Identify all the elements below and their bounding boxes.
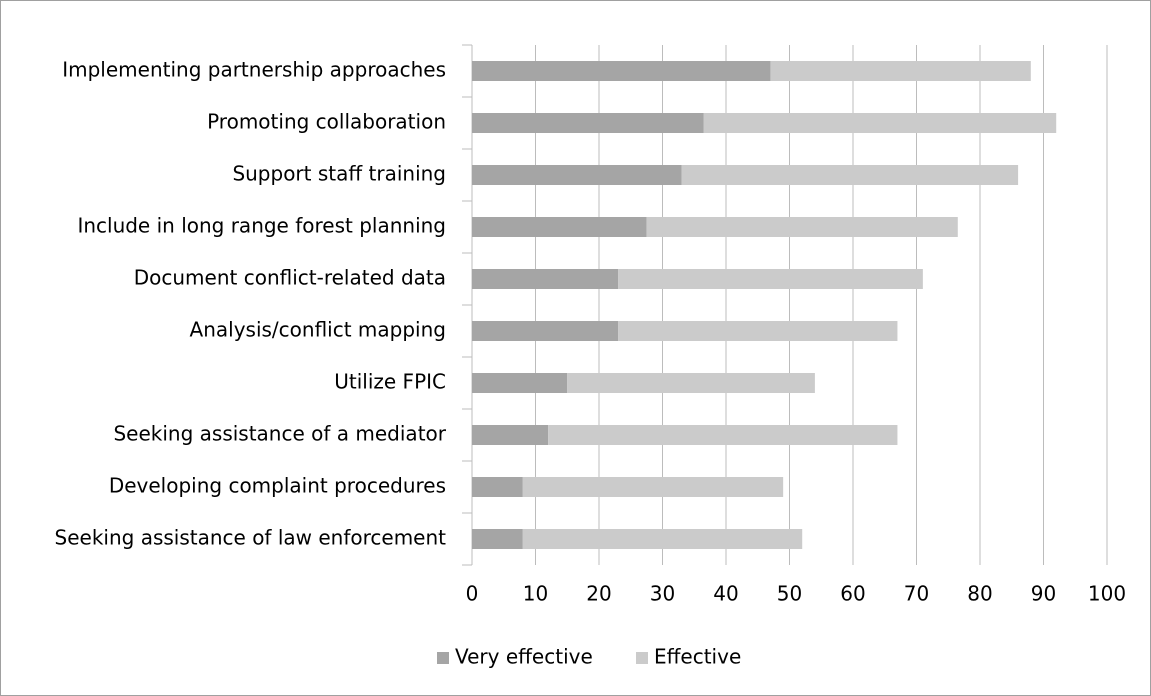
y-tick-label: Support staff training [232, 162, 446, 186]
x-tick-label: 40 [713, 582, 738, 606]
x-tick-label: 30 [650, 582, 675, 606]
bar [472, 269, 619, 289]
x-tick-label: 20 [586, 582, 611, 606]
bar [522, 529, 803, 549]
bar [472, 113, 704, 133]
x-tick-label: 80 [967, 582, 992, 606]
y-tick-label: Utilize FPIC [334, 370, 446, 394]
bar [703, 113, 1057, 133]
bar [618, 269, 923, 289]
y-tick-label: Promoting collaboration [207, 110, 446, 134]
bar [681, 165, 1019, 185]
x-tick-label: 50 [777, 582, 802, 606]
bar [522, 477, 784, 497]
x-tick-label: 100 [1088, 582, 1126, 606]
y-tick-label: Seeking assistance of a mediator [113, 422, 446, 446]
bar [472, 165, 682, 185]
bar [472, 321, 619, 341]
bar [472, 477, 523, 497]
y-tick-label: Implementing partnership approaches [62, 58, 446, 82]
bar [548, 425, 898, 445]
bar [472, 373, 568, 393]
legend-swatch [437, 652, 449, 664]
x-tick-label: 10 [523, 582, 548, 606]
bar [472, 425, 549, 445]
bar [646, 217, 958, 237]
bar [567, 373, 815, 393]
bar [770, 61, 1031, 81]
x-tick-label: 0 [466, 582, 479, 606]
y-tick-label: Analysis/conflict mapping [190, 318, 446, 342]
y-tick-label: Document conflict-related data [134, 266, 446, 290]
bar [472, 529, 523, 549]
y-tick-label: Developing complaint procedures [109, 474, 446, 498]
legend-swatch [636, 652, 648, 664]
y-tick-label: Include in long range forest planning [77, 214, 446, 238]
x-tick-label: 90 [1031, 582, 1056, 606]
bar [472, 217, 647, 237]
y-tick-label: Seeking assistance of law enforcement [55, 526, 447, 550]
bar [472, 61, 771, 81]
x-tick-label: 70 [904, 582, 929, 606]
legend-label: Very effective [455, 645, 593, 669]
bar [618, 321, 898, 341]
x-tick-label: 60 [840, 582, 865, 606]
legend-label: Effective [654, 645, 741, 669]
